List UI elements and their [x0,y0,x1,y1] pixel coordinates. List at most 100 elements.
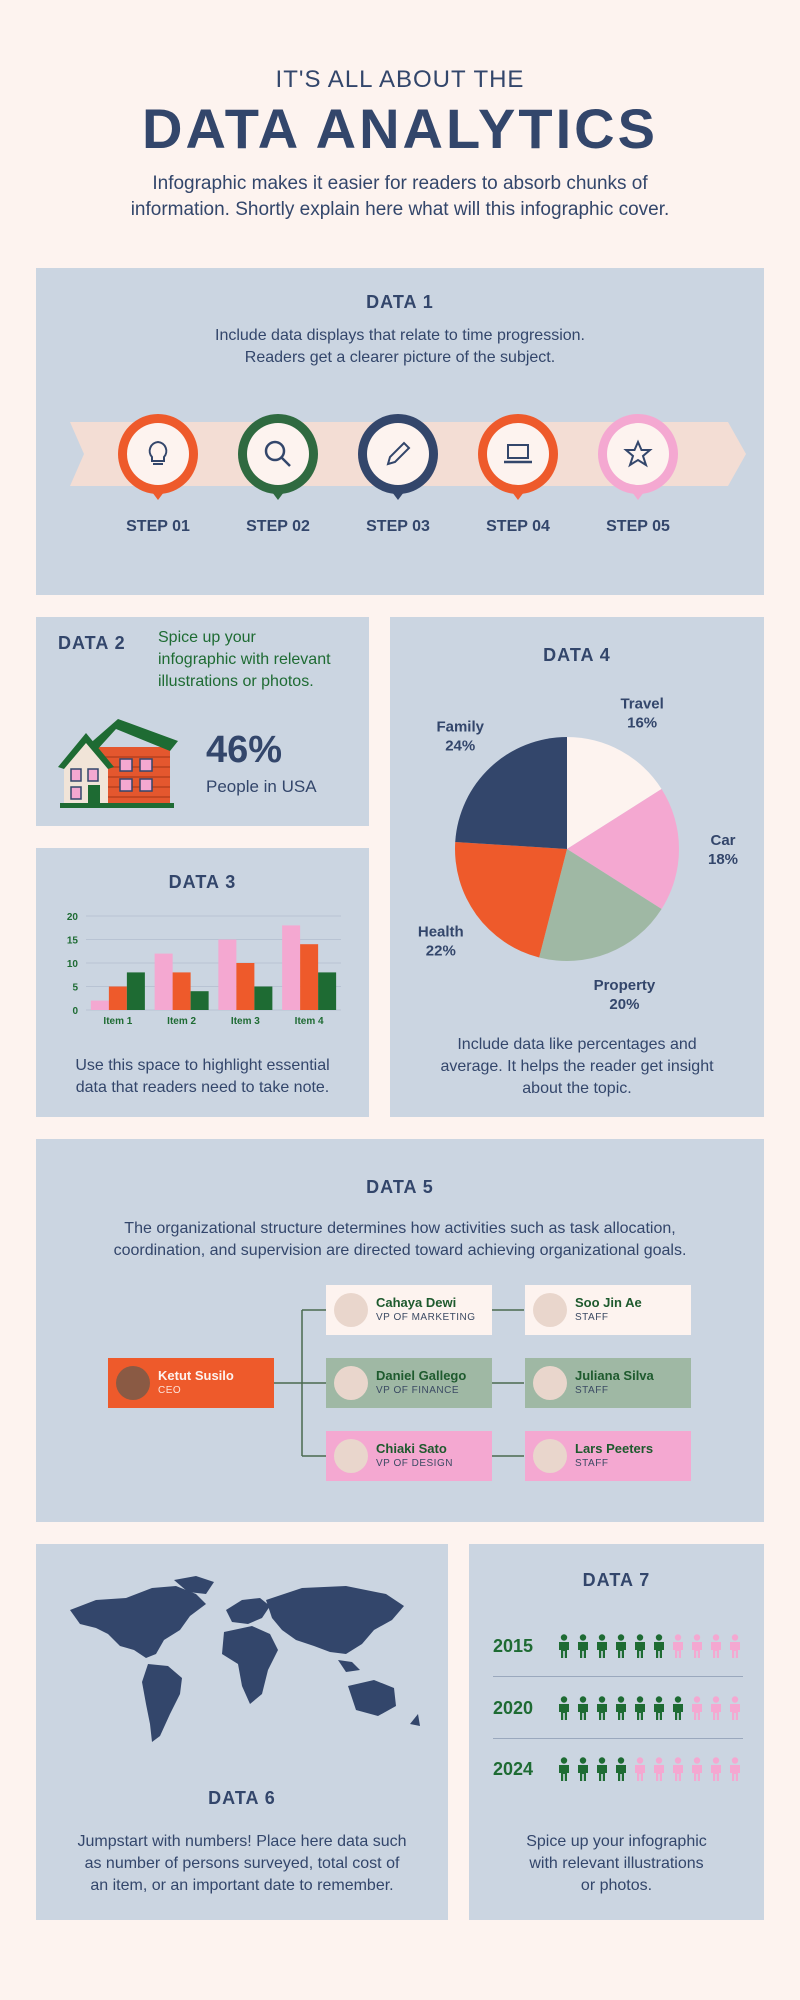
house-illustration [58,719,178,808]
africa-shape [222,1626,278,1704]
australia-shape [348,1680,396,1716]
people-row: 2020 [493,1694,743,1739]
data1-panel: DATA 1 Include data displays that relate… [36,268,764,595]
bar [90,1000,109,1010]
people-row: 2015 [493,1632,743,1677]
step-4: STEP 04 [468,414,568,564]
new-zealand-shape [410,1714,420,1726]
data6-text-3: an item, or an important date to remembe… [90,1877,394,1894]
divider [493,1676,743,1677]
data4-panel: DATA 4 Travel 16% Car 18% Property 20% Health 2… [390,617,764,1117]
bar [126,972,145,1010]
data3-text-1: Use this space to highlight essential [75,1057,330,1074]
step-1: STEP 01 [108,414,208,564]
person-icon [595,1757,609,1786]
avatar [116,1366,150,1400]
person-icon [614,1696,628,1725]
org-connectors [274,1309,524,1457]
pie-value-label: 16% [627,714,657,731]
bar [282,925,301,1010]
data5-title: DATA 5 [366,1177,434,1197]
org-name: Ketut Susilo [158,1368,234,1383]
data2-title: DATA 2 [58,633,126,653]
pie-value-label: 20% [609,996,639,1013]
greenland-shape [174,1576,214,1594]
org-card-staff[interactable]: Juliana Silva STAFF [525,1358,691,1408]
person-icon [557,1634,571,1663]
y-tick-label: 10 [67,959,79,970]
data4-pie-chart: Travel 16% Car 18% Property 20% Health 22% Famil… [418,695,738,1013]
person-icon [728,1634,742,1663]
org-card-staff[interactable]: Soo Jin Ae STAFF [525,1285,691,1335]
avatar [334,1293,368,1327]
people-row: 2024 [493,1755,743,1785]
org-card-vp[interactable]: Chiaki Sato VP OF DESIGN [326,1431,492,1481]
pie-label: Travel [620,695,663,712]
pie-value-label: 18% [708,851,738,868]
org-card-ceo[interactable]: Ketut Susilo CEO [108,1358,274,1408]
person-icon [652,1757,666,1786]
org-name: Chiaki Sato [376,1441,447,1456]
org-role: VP OF DESIGN [376,1458,453,1469]
data7-title: DATA 7 [582,1570,651,1590]
org-card-vp[interactable]: Cahaya Dewi VP OF MARKETING [326,1285,492,1335]
y-tick-label: 15 [67,936,79,947]
org-role: CEO [158,1385,182,1396]
search-icon [264,440,291,467]
page-title: DATA ANALYTICS [142,97,658,160]
intro-line-2: information. Shortly explain here what w… [130,199,670,220]
step-label: STEP 04 [486,518,550,535]
avatar [334,1439,368,1473]
bar [154,953,173,1010]
step-2: STEP 02 [228,414,328,564]
y-tick-label: 5 [72,983,78,994]
avatar [533,1366,567,1400]
data7-text-3: or photos. [580,1877,653,1894]
data2-percent: 46% [206,729,283,771]
data4-text-3: about the topic. [522,1080,632,1097]
y-tick-label: 0 [72,1006,78,1017]
step-5: STEP 05 [588,414,688,564]
row-year: 2024 [493,1759,534,1779]
pie-label: Family [436,718,484,735]
person-icon [690,1634,704,1663]
y-tick-label: 20 [67,912,79,923]
person-icon [652,1634,666,1663]
data4-title: DATA 4 [543,645,611,665]
person-icon [633,1757,647,1786]
header-subtitle: IT'S ALL ABOUT THE [275,66,525,93]
step-label: STEP 05 [606,518,670,535]
org-card-staff[interactable]: Lars Peeters STAFF [525,1431,691,1481]
row-year: 2015 [493,1636,534,1656]
bar [236,963,255,1010]
data6-panel: DATA 6 Jumpstart with numbers! Place her… [36,1544,448,1920]
pie-label: Health [418,924,464,941]
data2-panel: DATA 2 Spice up your infographic with re… [36,617,369,826]
star-icon [623,439,653,468]
org-role: VP OF FINANCE [376,1385,459,1396]
person-icon [671,1634,685,1663]
pie-slice [455,841,567,958]
person-icon [671,1757,685,1786]
bar [172,972,191,1010]
data7-text-2: with relevant illustrations [529,1855,704,1872]
person-icon [614,1634,628,1663]
data3-bar-chart: 0 5 10 15 20 Item 1 Item 2 Item 3 Item 4 [67,912,341,1027]
step-label: STEP 02 [246,518,310,535]
islands-shape [338,1660,360,1672]
org-name: Cahaya Dewi [376,1295,457,1310]
person-icon [728,1696,742,1725]
person-icon [557,1696,571,1725]
data6-text-2: as number of persons surveyed, total cos… [84,1855,400,1872]
person-icon [595,1634,609,1663]
org-role: STAFF [575,1385,609,1396]
person-icon [576,1757,590,1786]
person-icon [709,1696,723,1725]
person-icon [709,1757,723,1786]
org-name: Lars Peeters [575,1441,654,1456]
bar [318,972,337,1010]
data4-text-1: Include data like percentages and [457,1036,697,1053]
step-label: STEP 01 [126,518,190,535]
org-card-vp[interactable]: Daniel Gallego VP OF FINANCE [326,1358,492,1408]
pie-value-label: 24% [445,737,475,754]
